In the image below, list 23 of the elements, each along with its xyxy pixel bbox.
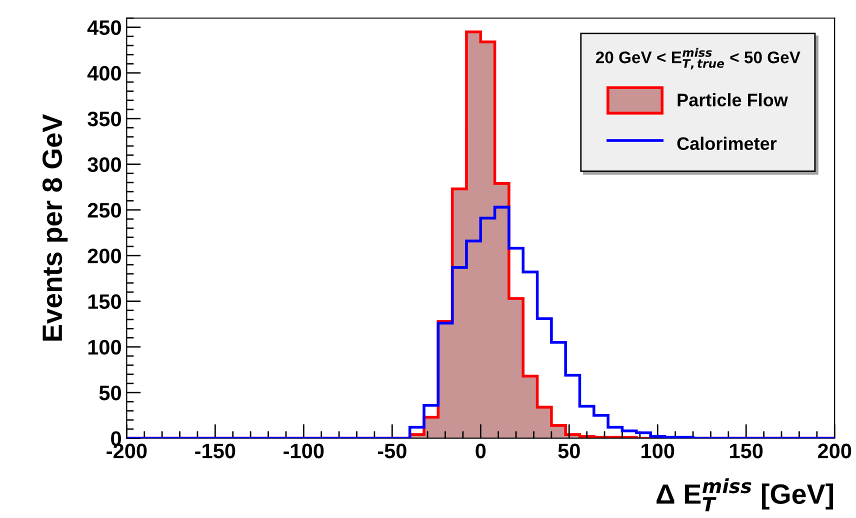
x-tick-label: -100 <box>284 444 324 458</box>
x-tick-label: -50 <box>378 444 406 458</box>
text: Δ E$^{miss}$$_{T}$ [GeV] <box>656 478 833 512</box>
y-tick-label: 200 <box>88 248 121 264</box>
y-axis-title: Events per 8 GeV <box>42 114 68 341</box>
x-tick-label: 50 <box>558 444 580 458</box>
legend-label: Particle Flow <box>678 93 788 106</box>
y-tick-label: 100 <box>88 340 121 355</box>
y-tick-label: 150 <box>88 294 121 309</box>
x-tick-label: 100 <box>642 444 674 458</box>
y-tick-label: 300 <box>88 157 121 172</box>
y-tick-label: 350 <box>88 112 121 126</box>
y-tick-label: 50 <box>99 386 121 400</box>
y-tick-label: 400 <box>87 66 121 81</box>
y-tick-label: 450 <box>87 20 121 36</box>
y-tick-label: 250 <box>88 202 121 218</box>
legend-title: 20 GeV < E$^{miss}$$_{T,true}$ < 50 GeV <box>596 48 800 70</box>
x-tick-label: -150 <box>195 444 236 458</box>
x-tick-label: 200 <box>818 444 852 458</box>
x-tick-label: 150 <box>730 444 763 458</box>
legend-label: Calorimeter <box>677 136 777 150</box>
x-tick-label: 0 <box>476 444 486 458</box>
x-tick-label: -200 <box>106 444 147 458</box>
